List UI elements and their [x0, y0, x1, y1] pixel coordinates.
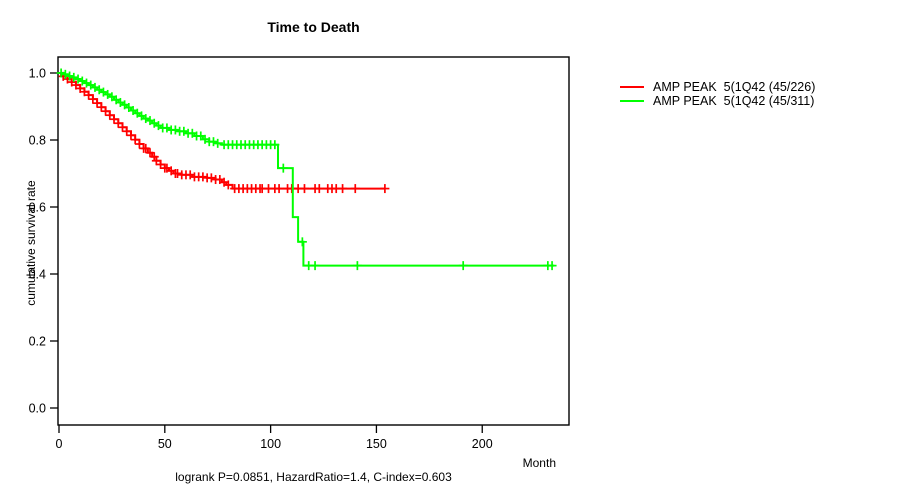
y-axis-tick-label: 0.6: [29, 201, 46, 215]
stats-footnote: logrank P=0.0851, HazardRatio=1.4, C-ind…: [175, 470, 452, 484]
chart-title: Time to Death: [267, 19, 360, 35]
x-axis-tick-label: 200: [472, 437, 493, 451]
legend-swatch-0: [620, 85, 644, 89]
y-axis-tick-label: 0.2: [29, 335, 46, 349]
legend: AMP PEAK 5(1Q42 (45/226) AMP PEAK 5(1Q42…: [620, 80, 815, 108]
x-axis-tick-label: 50: [158, 437, 172, 451]
x-axis-tick-label: 150: [366, 437, 387, 451]
y-axis-tick-label: 0.0: [29, 402, 46, 416]
legend-swatch-1: [620, 99, 644, 103]
y-axis-tick-label: 1.0: [29, 67, 46, 81]
legend-item-red: AMP PEAK 5(1Q42 (45/226): [620, 80, 815, 94]
x-axis-tick-label: 100: [260, 437, 281, 451]
y-axis-tick-label: 0.4: [29, 268, 46, 282]
legend-item-green: AMP PEAK 5(1Q42 (45/311): [620, 94, 815, 108]
y-axis-tick-label: 0.8: [29, 134, 46, 148]
x-axis-tick-label: 0: [56, 437, 63, 451]
legend-label-red: AMP PEAK 5(1Q42 (45/226): [653, 80, 816, 94]
plot-box: [57, 56, 570, 426]
x-axis-label: Month: [522, 456, 556, 470]
survival-curve-1: [59, 72, 555, 267]
legend-label-green: AMP PEAK 5(1Q42 (45/311): [653, 94, 815, 108]
